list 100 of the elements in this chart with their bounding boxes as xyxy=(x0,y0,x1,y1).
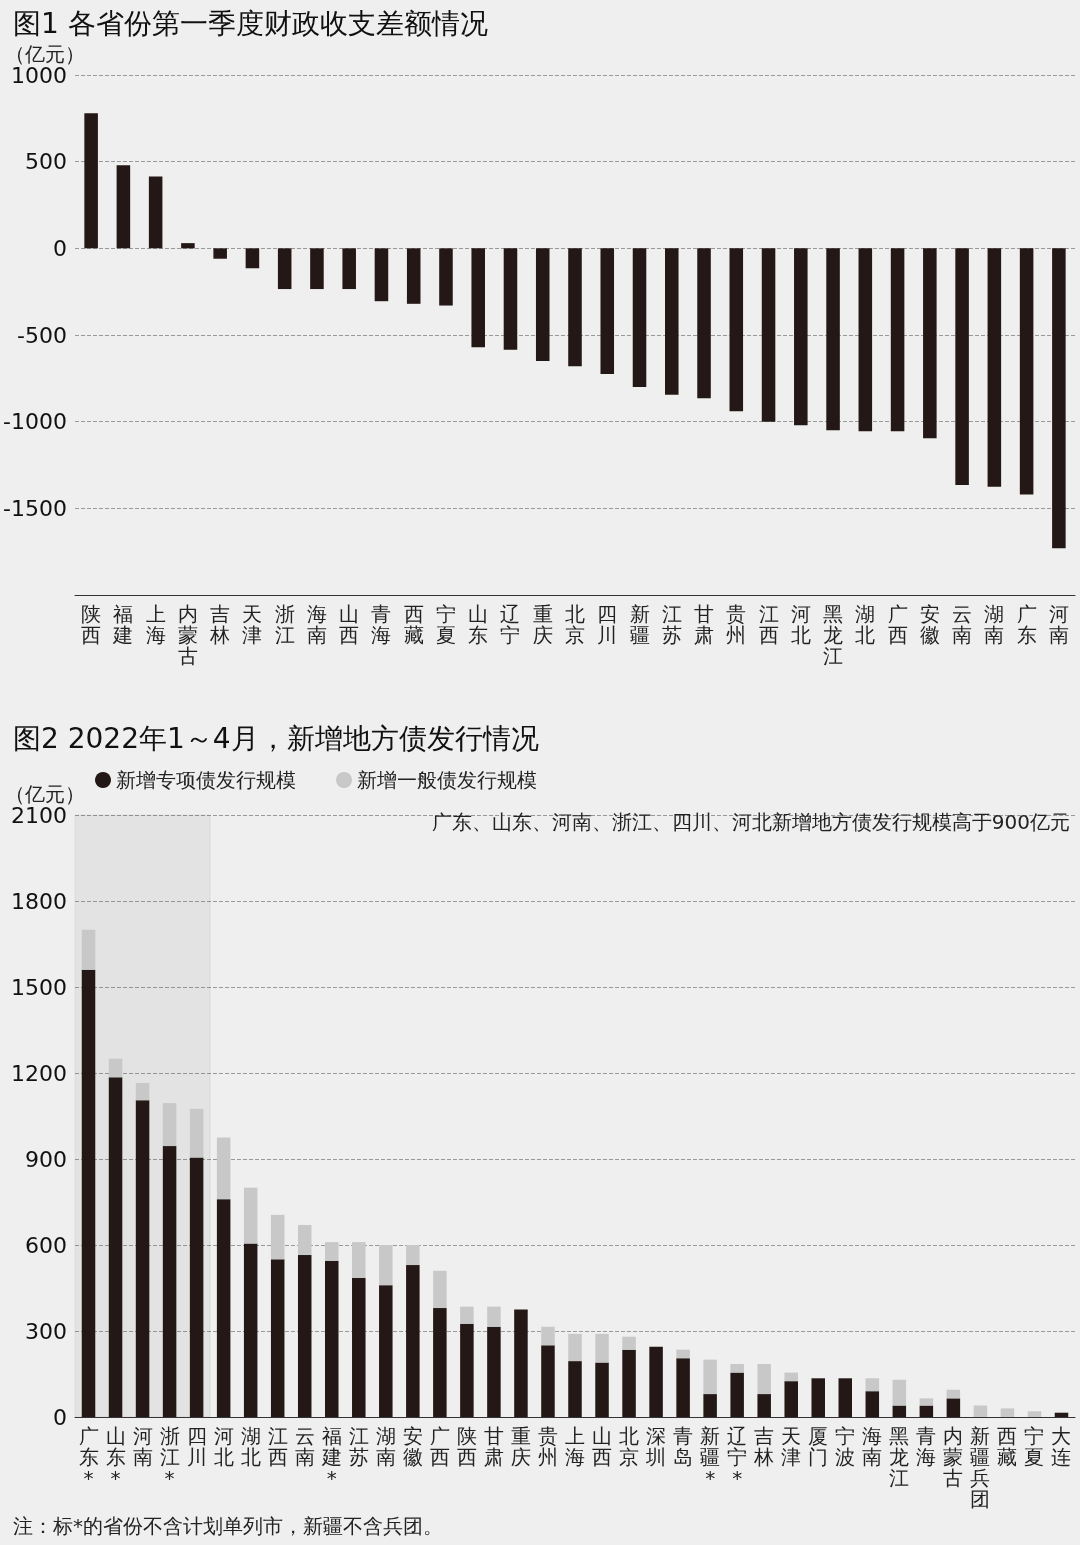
x-tick-label: 江西 xyxy=(267,1423,288,1469)
chart-title: 图1 各省份第一季度财政收支差额情况 xyxy=(13,6,488,40)
x-tick-label: 大连 xyxy=(1051,1423,1072,1469)
bar xyxy=(108,1058,123,1078)
bar xyxy=(703,1359,717,1395)
x-tick-label: 宁夏 xyxy=(1024,1423,1045,1469)
x-tick-label: 内蒙古 xyxy=(177,601,198,668)
x-tick-label: 安徽 xyxy=(402,1423,423,1469)
bar xyxy=(135,1083,150,1101)
bar xyxy=(1054,1412,1069,1417)
bar xyxy=(568,248,582,367)
bar xyxy=(892,1379,907,1406)
y-tick-label: 0 xyxy=(53,235,67,261)
bar xyxy=(352,1277,366,1417)
bar xyxy=(325,1260,339,1417)
chart-subtitle: 广东、山东、河南、浙江、四川、河北新增地方债发行规模高于900亿元 xyxy=(431,810,1071,834)
y-tick-label: 1500 xyxy=(11,974,67,1000)
x-tick-label: 江苏 xyxy=(348,1423,369,1469)
x-tick-label: 河北 xyxy=(790,601,811,647)
x-tick-label: 厦门 xyxy=(808,1423,829,1469)
x-tick-label: 江苏 xyxy=(661,601,682,647)
x-tick-label: 新疆 xyxy=(629,601,650,647)
bar xyxy=(946,1389,961,1399)
x-tick-label: 山东 xyxy=(468,601,489,647)
bar xyxy=(342,248,356,290)
bar xyxy=(148,176,163,249)
x-tick-label: 安徽 xyxy=(919,601,940,647)
x-tick-label: 新疆兵团 xyxy=(970,1423,991,1511)
x-tick-label: 内蒙古 xyxy=(943,1423,964,1490)
bar xyxy=(955,248,969,485)
bar xyxy=(1052,248,1066,549)
bar xyxy=(471,248,485,348)
x-tick-label: 陕西 xyxy=(456,1423,477,1469)
x-tick-label: 新疆* xyxy=(700,1423,721,1490)
bar xyxy=(649,1346,663,1417)
bar xyxy=(270,1259,285,1417)
x-tick-label: 上海 xyxy=(565,1423,585,1469)
y-tick-label: 900 xyxy=(25,1146,67,1172)
bar xyxy=(730,1363,744,1373)
chart-title: 图2 2022年1～4月，新增地方债发行情况 xyxy=(13,721,539,755)
x-tick-label: 辽宁 xyxy=(500,601,521,647)
x-tick-label: 云南 xyxy=(294,1423,315,1469)
x-tick-label: 上海 xyxy=(145,601,166,647)
bar xyxy=(568,1361,582,1417)
y-axis-title: （亿元） xyxy=(5,782,85,807)
bar xyxy=(433,1270,447,1309)
x-tick-label: 青海 xyxy=(371,601,392,647)
bar xyxy=(487,1306,501,1327)
bar xyxy=(892,1405,907,1417)
bar xyxy=(865,1378,880,1392)
bar xyxy=(703,1394,717,1417)
x-tick-label: 西藏 xyxy=(997,1423,1018,1469)
x-tick-label: 北京 xyxy=(565,601,585,647)
bar xyxy=(794,248,808,426)
x-tick-label: 天津 xyxy=(781,1423,802,1469)
y-tick-label: 500 xyxy=(25,149,67,175)
bar xyxy=(923,248,937,439)
bar xyxy=(487,1326,501,1417)
x-tick-label: 湖北 xyxy=(240,1423,261,1469)
bar xyxy=(761,248,776,422)
x-tick-label: 山东* xyxy=(105,1423,126,1490)
bar xyxy=(310,248,324,290)
bar xyxy=(406,248,421,304)
x-tick-label: 青海 xyxy=(916,1423,937,1469)
bar xyxy=(987,248,1002,487)
bar xyxy=(374,248,389,302)
bar xyxy=(514,1309,528,1417)
x-tick-label: 湖南 xyxy=(984,601,1005,647)
y-tick-label: -500 xyxy=(17,322,67,348)
y-tick-label: 600 xyxy=(25,1232,67,1258)
bar xyxy=(622,1349,636,1417)
bar xyxy=(406,1245,420,1266)
x-tick-label: 海南 xyxy=(306,601,327,647)
bar xyxy=(1019,248,1034,495)
x-tick-label: 四川 xyxy=(186,1423,207,1469)
legend-label: 新增一般债发行规模 xyxy=(357,768,537,792)
bar xyxy=(270,1214,285,1260)
bar xyxy=(890,248,905,432)
bar xyxy=(826,248,840,431)
bar xyxy=(216,1137,231,1200)
bar xyxy=(277,248,292,290)
x-tick-label: 福建 xyxy=(112,601,134,647)
bar xyxy=(352,1242,366,1278)
x-tick-label: 广西 xyxy=(887,601,908,647)
bar xyxy=(460,1323,474,1417)
bar xyxy=(697,248,711,399)
x-tick-label: 青岛 xyxy=(673,1423,694,1469)
bar xyxy=(541,1345,555,1417)
bar xyxy=(135,1100,150,1417)
x-tick-label: 甘肃 xyxy=(483,1423,504,1469)
bar xyxy=(213,248,227,259)
bar xyxy=(503,248,518,350)
bar xyxy=(379,1285,393,1417)
bar xyxy=(632,248,647,387)
bar xyxy=(189,1157,204,1417)
x-tick-label: 宁夏 xyxy=(435,601,456,647)
bar xyxy=(181,243,195,249)
x-tick-label: 贵州 xyxy=(726,601,747,647)
x-tick-label: 浙江* xyxy=(159,1423,180,1490)
bar xyxy=(622,1336,636,1350)
